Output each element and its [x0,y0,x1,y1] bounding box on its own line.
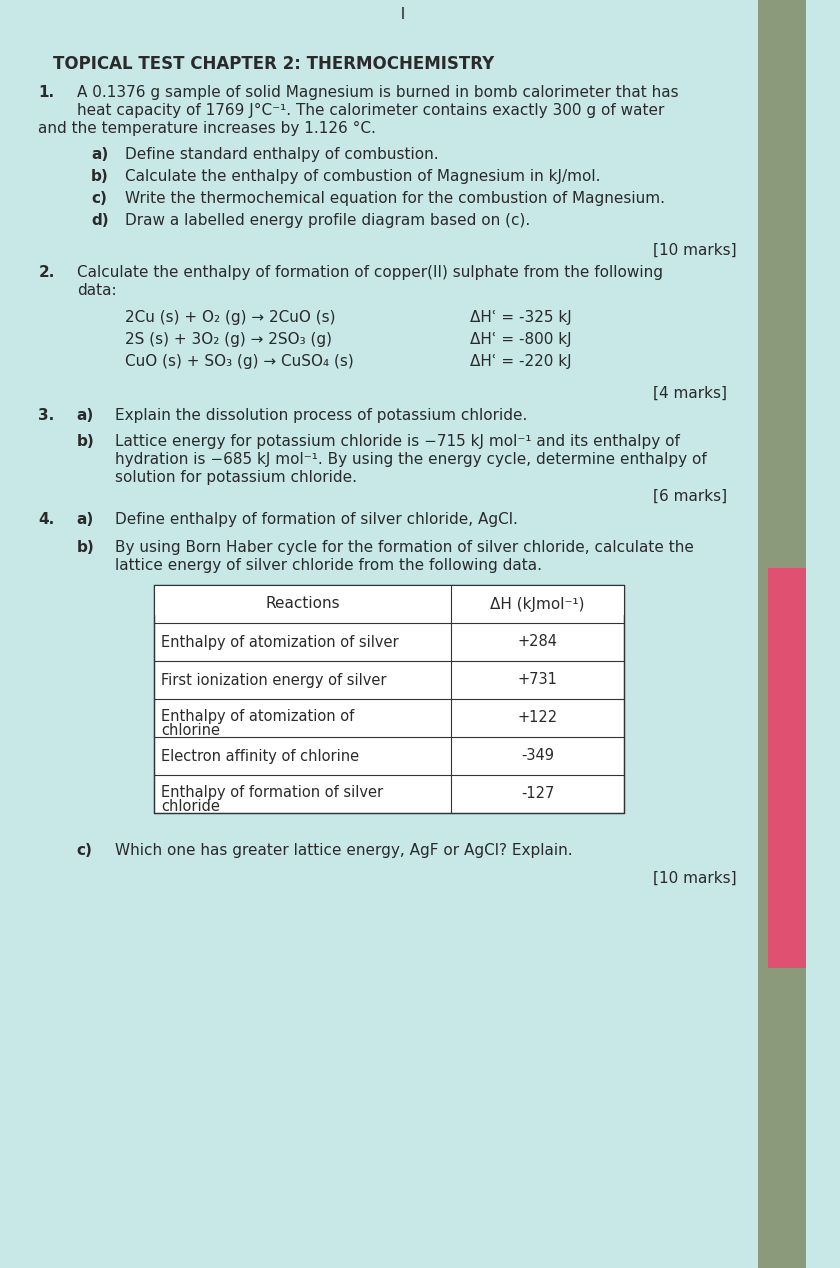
Text: By using Born Haber cycle for the formation of silver chloride, calculate the: By using Born Haber cycle for the format… [115,540,694,555]
Text: First ionization energy of silver: First ionization energy of silver [161,672,386,687]
Text: a): a) [92,147,108,162]
Text: Draw a labelled energy profile diagram based on (c).: Draw a labelled energy profile diagram b… [125,213,530,228]
Text: Enthalpy of formation of silver: Enthalpy of formation of silver [161,785,383,800]
Text: heat capacity of 1769 J°C⁻¹. The calorimeter contains exactly 300 g of water: heat capacity of 1769 J°C⁻¹. The calorim… [76,103,664,118]
Text: 1.: 1. [39,85,55,100]
Text: TOPICAL TEST CHAPTER 2: THERMOCHEMISTRY: TOPICAL TEST CHAPTER 2: THERMOCHEMISTRY [53,55,494,74]
Text: Electron affinity of chlorine: Electron affinity of chlorine [161,748,360,763]
Text: a): a) [76,512,94,527]
Text: CuO (s) + SO₃ (g) → CuSO₄ (s): CuO (s) + SO₃ (g) → CuSO₄ (s) [125,354,354,369]
Text: +284: +284 [517,634,558,649]
Text: a): a) [76,408,94,424]
Text: Calculate the enthalpy of formation of copper(II) sulphate from the following: Calculate the enthalpy of formation of c… [76,265,663,280]
Text: Define enthalpy of formation of silver chloride, AgCl.: Define enthalpy of formation of silver c… [115,512,518,527]
Text: c): c) [76,843,92,858]
Text: [4 marks]: [4 marks] [653,385,727,401]
Text: [10 marks]: [10 marks] [653,871,737,886]
Text: chloride: chloride [161,799,220,814]
Bar [154,585,624,813]
Text: d): d) [92,213,109,228]
Text: Define standard enthalpy of combustion.: Define standard enthalpy of combustion. [125,147,438,162]
Text: b): b) [76,540,95,555]
Text: chlorine: chlorine [161,723,220,738]
Text: Enthalpy of atomization of silver: Enthalpy of atomization of silver [161,634,399,649]
Text: +122: +122 [517,710,558,725]
Text: solution for potassium chloride.: solution for potassium chloride. [115,470,357,484]
Text: Lattice energy for potassium chloride is −715 kJ mol⁻¹ and its enthalpy of: Lattice energy for potassium chloride is… [115,434,680,449]
Text: -127: -127 [521,786,554,801]
Text: -349: -349 [521,748,554,763]
Text: b): b) [76,434,95,449]
Text: Explain the dissolution process of potassium chloride.: Explain the dissolution process of potas… [115,408,528,424]
Text: 2.: 2. [39,265,55,280]
Text: hydration is −685 kJ mol⁻¹. By using the energy cycle, determine enthalpy of: hydration is −685 kJ mol⁻¹. By using the… [115,451,707,467]
Text: b): b) [92,169,109,184]
Text: ΔHʿ = -325 kJ: ΔHʿ = -325 kJ [470,309,572,325]
Text: Enthalpy of atomization of: Enthalpy of atomization of [161,709,354,724]
Text: 3.: 3. [39,408,55,424]
Bar [768,568,806,967]
Text: [6 marks]: [6 marks] [653,489,727,503]
Text: ΔHʿ = -800 kJ: ΔHʿ = -800 kJ [470,332,572,347]
Text: Which one has greater lattice energy, AgF or AgCl? Explain.: Which one has greater lattice energy, Ag… [115,843,573,858]
Bar [154,585,624,615]
Text: lattice energy of silver chloride from the following data.: lattice energy of silver chloride from t… [115,558,542,573]
Text: +731: +731 [517,672,558,687]
Text: ΔH (kJmol⁻¹): ΔH (kJmol⁻¹) [491,596,585,611]
Text: [10 marks]: [10 marks] [653,243,737,257]
Text: and the temperature increases by 1.126 °C.: and the temperature increases by 1.126 °… [39,120,376,136]
Bar [759,0,806,1268]
Text: 2S (s) + 3O₂ (g) → 2SO₃ (g): 2S (s) + 3O₂ (g) → 2SO₃ (g) [125,332,332,347]
Text: 2Cu (s) + O₂ (g) → 2CuO (s): 2Cu (s) + O₂ (g) → 2CuO (s) [125,309,335,325]
Text: A 0.1376 g sample of solid Magnesium is burned in bomb calorimeter that has: A 0.1376 g sample of solid Magnesium is … [76,85,679,100]
Text: Calculate the enthalpy of combustion of Magnesium in kJ/mol.: Calculate the enthalpy of combustion of … [125,169,601,184]
Text: Reactions: Reactions [265,596,339,611]
Text: data:: data: [76,283,117,298]
Text: 4.: 4. [39,512,55,527]
Text: ΔHʿ = -220 kJ: ΔHʿ = -220 kJ [470,354,572,369]
Text: Write the thermochemical equation for the combustion of Magnesium.: Write the thermochemical equation for th… [125,191,664,205]
Text: c): c) [92,191,107,205]
